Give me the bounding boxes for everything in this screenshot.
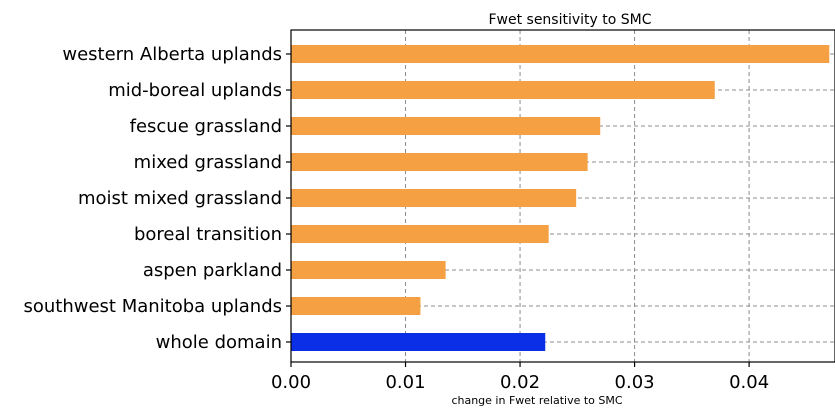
x-tick-label: 0.00 — [271, 372, 311, 393]
bar — [291, 297, 421, 315]
bar — [291, 81, 715, 99]
category-label: mixed grassland — [134, 152, 282, 173]
bar — [291, 117, 601, 135]
bar — [291, 45, 830, 63]
x-tick-label: 0.02 — [500, 372, 540, 393]
category-label: aspen parkland — [143, 260, 282, 281]
x-tick-label: 0.01 — [385, 372, 425, 393]
bar — [291, 333, 546, 351]
x-tick-label: 0.03 — [615, 372, 655, 393]
category-label: fescue grassland — [130, 116, 282, 137]
bar — [291, 189, 577, 207]
category-label: whole domain — [156, 332, 282, 353]
category-label: southwest Manitoba uplands — [23, 296, 282, 317]
category-label: boreal transition — [134, 224, 282, 245]
bar — [291, 261, 446, 279]
bar-layer — [291, 45, 830, 351]
chart-title: Fwet sensitivity to SMC — [488, 12, 651, 28]
bar — [291, 153, 588, 171]
x-axis-label: change in Fwet relative to SMC — [451, 394, 622, 407]
category-labels: western Alberta uplands mid-boreal upland… — [23, 44, 291, 353]
x-tick-label: 0.04 — [729, 372, 769, 393]
x-tick-labels: 0.00 0.01 0.02 0.03 0.04 — [271, 362, 769, 393]
category-label: moist mixed grassland — [78, 188, 282, 209]
plot-frame — [290, 29, 835, 363]
bar — [291, 225, 549, 243]
category-label: mid-boreal uplands — [108, 80, 282, 101]
category-label: western Alberta uplands — [62, 44, 282, 65]
